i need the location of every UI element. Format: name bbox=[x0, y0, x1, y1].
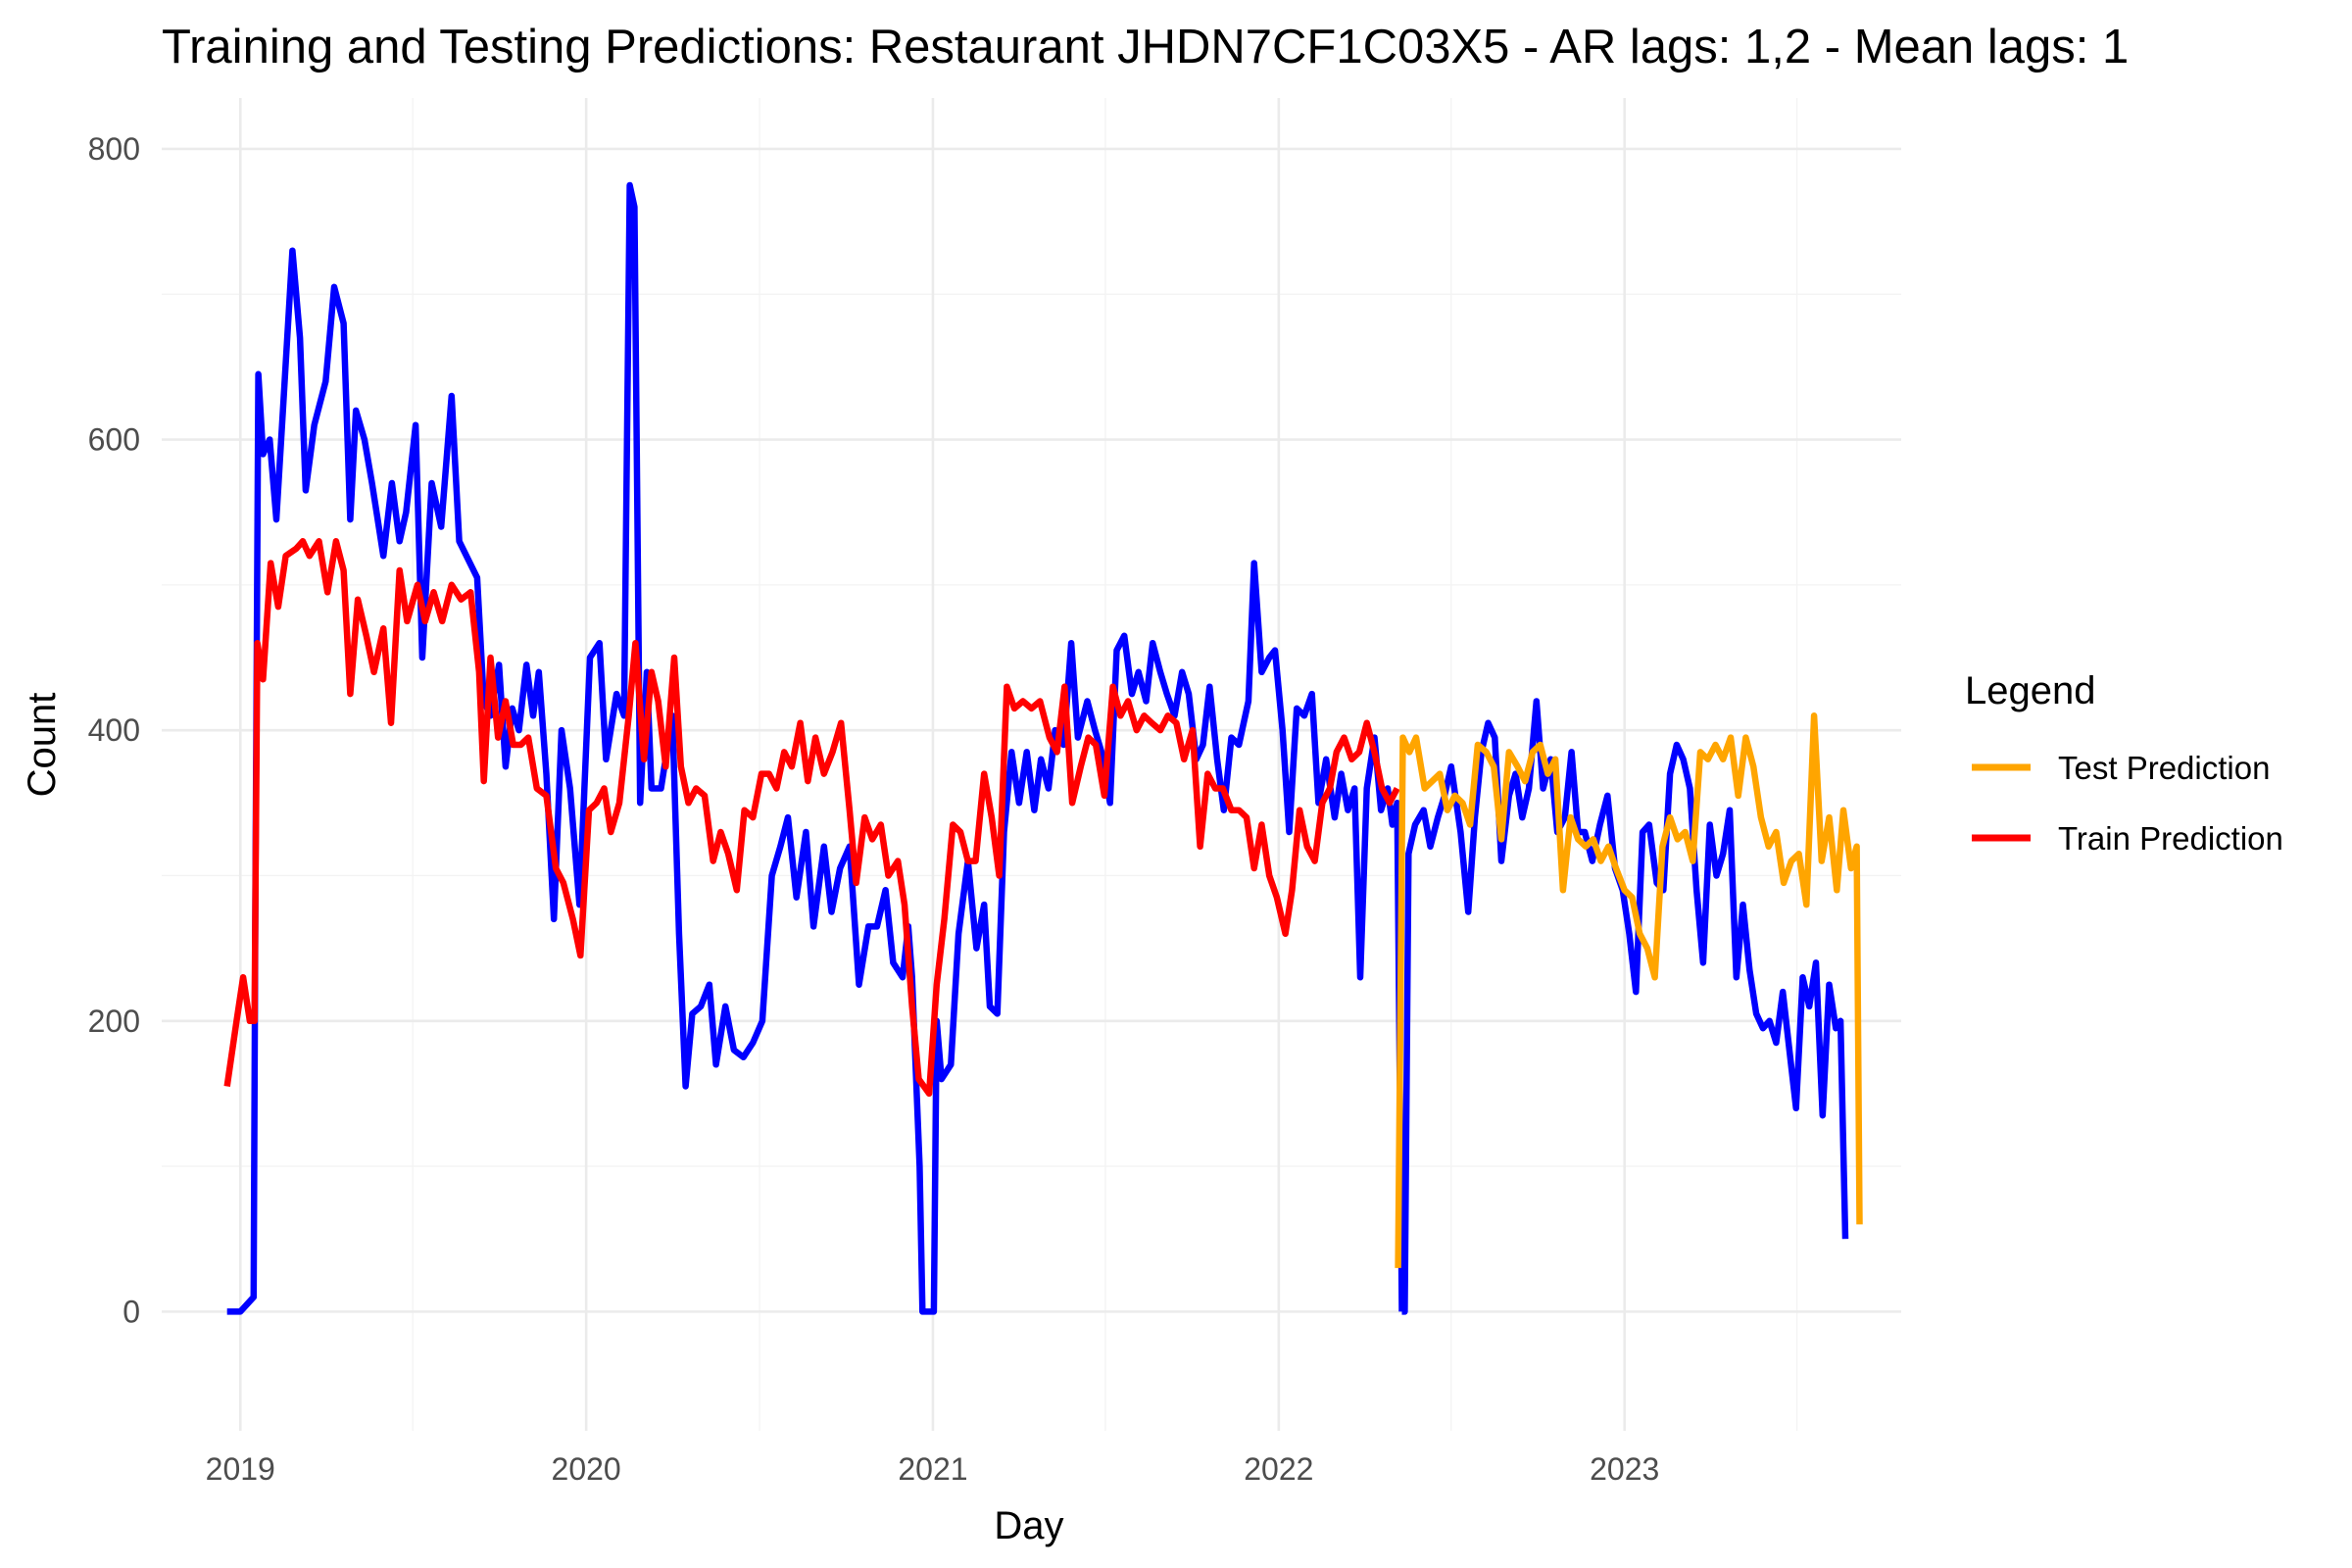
y-tick-label: 400 bbox=[88, 712, 140, 748]
chart-title: Training and Testing Predictions: Restau… bbox=[162, 21, 2129, 74]
x-tick-label: 2022 bbox=[1244, 1451, 1313, 1487]
x-tick-label: 2020 bbox=[552, 1451, 621, 1487]
plot-grid bbox=[162, 98, 1901, 1431]
x-axis-title: Day bbox=[994, 1504, 1063, 1547]
y-tick-label: 0 bbox=[122, 1294, 140, 1329]
test-prediction-line bbox=[1395, 712, 1863, 1268]
legend-title: Legend bbox=[1965, 669, 2095, 712]
train-prediction-line bbox=[223, 538, 1400, 1098]
y-axis-title: Count bbox=[21, 693, 64, 798]
legend: Legend Test Prediction Train Prediction bbox=[1965, 669, 2283, 857]
legend-label-test-prediction: Test Prediction bbox=[2058, 750, 2270, 786]
actual-count-line bbox=[1401, 698, 1849, 1315]
y-tick-label: 800 bbox=[88, 131, 140, 167]
y-tick-label: 600 bbox=[88, 422, 140, 458]
axis-labels: 0 200 400 600 800 2019 2020 2021 2022 2023 bbox=[88, 131, 1660, 1487]
plot-series bbox=[223, 181, 1863, 1315]
actual-count-line bbox=[226, 181, 1405, 1315]
x-tick-label: 2021 bbox=[898, 1451, 967, 1487]
x-tick-label: 2023 bbox=[1590, 1451, 1659, 1487]
x-tick-label: 2019 bbox=[206, 1451, 275, 1487]
y-tick-label: 200 bbox=[88, 1004, 140, 1039]
legend-label-train-prediction: Train Prediction bbox=[2058, 820, 2283, 857]
